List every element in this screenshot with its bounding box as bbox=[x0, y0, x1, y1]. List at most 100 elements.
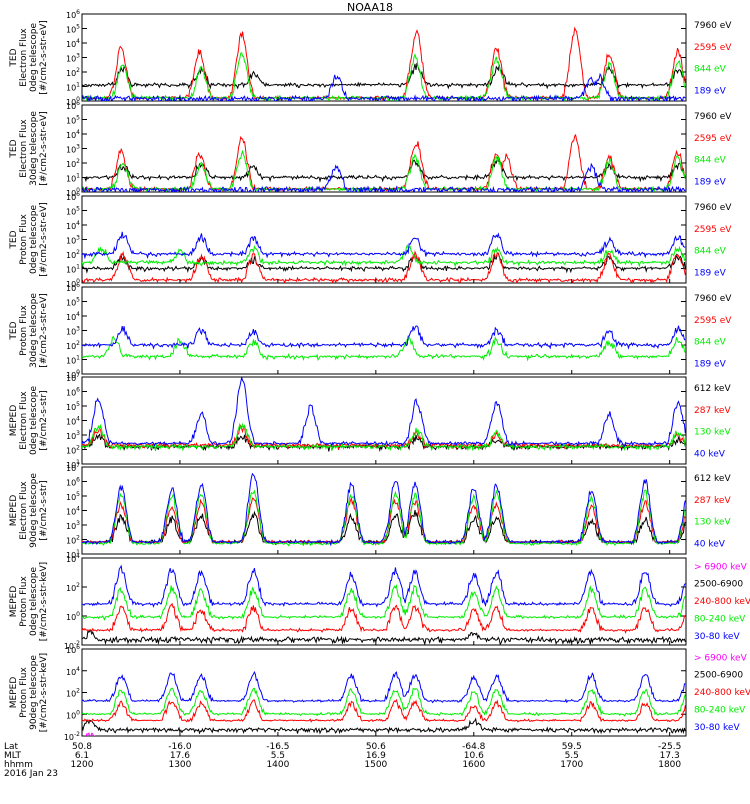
y-tick-label: 106 bbox=[66, 191, 80, 202]
legend-entry: 30-80 keV bbox=[694, 632, 740, 642]
legend-entry: 189 eV bbox=[694, 86, 727, 96]
y-tick-label: 105 bbox=[66, 115, 80, 126]
series-7960-ev-line bbox=[82, 252, 686, 274]
y-tick-label: 105 bbox=[66, 401, 80, 412]
legend-entry: 844 eV bbox=[694, 338, 727, 348]
y-tick-label: 107 bbox=[66, 372, 80, 383]
x-tick-label: 50.8 bbox=[72, 742, 92, 752]
series-130-kev-line bbox=[82, 422, 686, 452]
series-group bbox=[82, 377, 686, 452]
y-tick-label: 102 bbox=[66, 67, 80, 78]
y-tick-label: 104 bbox=[66, 553, 80, 564]
panel-6: 101 102 103 104 105 106 107 MEPEDElectron Flux9… bbox=[9, 462, 731, 560]
panel-5: 101 102 103 104 105 106 107 MEPEDElectron Flux0… bbox=[9, 372, 731, 470]
legend-entry: 240-800 keV bbox=[694, 597, 750, 607]
series-2595-ev-line bbox=[82, 133, 686, 192]
legend-entry: 189 eV bbox=[694, 177, 727, 187]
y-tick-label: 104 bbox=[66, 220, 80, 231]
plot-frame bbox=[81, 104, 687, 193]
y-tick-label: 100 bbox=[66, 278, 80, 289]
legend-entry: 844 eV bbox=[694, 65, 727, 75]
x-tick-label: 1400 bbox=[266, 760, 289, 770]
y-tick-label: 106 bbox=[66, 9, 80, 20]
y-axis-label: TEDProton Flux0deg telescope[#/cm2-s-str… bbox=[9, 202, 49, 277]
y-tick-label: 105 bbox=[66, 491, 80, 502]
y-tick-label: 106 bbox=[66, 644, 80, 655]
y-tick-label: 101 bbox=[66, 82, 80, 93]
y-tick-label: 102 bbox=[66, 249, 80, 260]
y-tick-label: 103 bbox=[66, 520, 80, 531]
legend-entry: 612 keV bbox=[694, 384, 731, 394]
legend-entry: 80-240 keV bbox=[694, 615, 746, 625]
x-tick-label: 17.6 bbox=[170, 751, 190, 761]
series-2595-ev-line bbox=[82, 250, 686, 283]
series-240-800-kev-line bbox=[82, 602, 686, 634]
x-tick-label: -25.5 bbox=[658, 742, 681, 752]
x-tick-label: 1200 bbox=[71, 760, 94, 770]
legend-entry: 189 eV bbox=[694, 268, 727, 278]
series-189-ev-line bbox=[82, 231, 686, 260]
legend-entry: > 6900 keV bbox=[694, 653, 748, 663]
series-group bbox=[82, 670, 686, 736]
series-group bbox=[82, 564, 686, 645]
x-tick-label: 50.6 bbox=[366, 742, 386, 752]
y-tick-label: 101 bbox=[66, 264, 80, 275]
panel-4: 100 101 102 103 104 105 106 TEDProton Flux30deg… bbox=[9, 282, 732, 380]
plot-frame bbox=[81, 557, 687, 646]
y-tick-label: 103 bbox=[66, 53, 80, 64]
plot-frame bbox=[81, 648, 687, 737]
y-tick-label: 106 bbox=[66, 477, 80, 488]
legend-entry: 844 eV bbox=[694, 156, 727, 166]
series-189-ev-line bbox=[82, 72, 686, 101]
x-tick-label: -16.0 bbox=[168, 742, 192, 752]
legend: > 6900 keV 2500-6900 240-800 keV 80-240 keV… bbox=[694, 562, 750, 642]
series-30-80-kev-line bbox=[82, 670, 686, 704]
plot-frame bbox=[81, 286, 687, 375]
legend: 612 keV 287 keV 130 keV 40 keV bbox=[694, 474, 731, 549]
y-tick-label: 105 bbox=[66, 297, 80, 308]
series-group bbox=[82, 26, 686, 101]
legend: 612 keV 287 keV 130 keV 40 keV bbox=[694, 384, 731, 459]
y-axis-label: MEPEDProton Flux0deg telescope[#/cm2-s-s… bbox=[9, 562, 49, 641]
legend-entry: 7960 eV bbox=[694, 294, 732, 304]
y-tick-label: 106 bbox=[66, 100, 80, 111]
y-tick-label: 10-2 bbox=[64, 640, 80, 651]
series-2595-ev-line bbox=[82, 26, 686, 101]
legend-entry: 287 keV bbox=[694, 496, 731, 506]
legend-entry: 287 keV bbox=[694, 406, 731, 416]
panels: 100 101 102 103 104 105 106 TEDElectron Flux0de… bbox=[9, 9, 750, 742]
x-tick-label: 1300 bbox=[168, 760, 191, 770]
y-tick-label: 104 bbox=[66, 416, 80, 427]
legend-entry: 2595 eV bbox=[694, 316, 732, 326]
legend-entry: 7960 eV bbox=[694, 112, 732, 122]
series-80-240-kev-line bbox=[82, 583, 686, 621]
legend-entry: 40 keV bbox=[694, 449, 726, 459]
legend-entry: 30-80 keV bbox=[694, 723, 740, 733]
footer-axis: 50.86.11200-16.017.61300-16.55.5140050.6… bbox=[4, 97, 681, 779]
panel-1: 100 101 102 103 104 105 106 TEDElectron Flux0de… bbox=[9, 9, 732, 107]
y-tick-label: 101 bbox=[66, 355, 80, 366]
y-tick-label: 104 bbox=[66, 666, 80, 677]
footer-date: 2016 Jan 23 bbox=[4, 769, 58, 779]
y-tick-label: 106 bbox=[66, 282, 80, 293]
x-tick-label: -64.8 bbox=[462, 742, 486, 752]
plot-frame bbox=[81, 13, 687, 102]
y-tick-label: 104 bbox=[66, 38, 80, 49]
y-axis-label: TEDProton Flux30deg telescope[#/cm2-s-st… bbox=[9, 293, 49, 368]
legend-entry: 130 keV bbox=[694, 518, 731, 528]
series-7960-ev-line bbox=[82, 62, 686, 90]
panel-3: 100 101 102 103 104 105 106 TEDProton Flux0deg … bbox=[9, 191, 732, 289]
y-tick-label: 10-2 bbox=[64, 731, 80, 742]
x-tick-label: 10.6 bbox=[464, 751, 484, 761]
y-tick-label: 100 bbox=[66, 187, 80, 198]
x-tick-label: 1700 bbox=[560, 760, 583, 770]
y-tick-label: 102 bbox=[66, 158, 80, 169]
legend: 7960 eV 2595 eV 844 eV 189 eV bbox=[694, 294, 732, 369]
footer-row-label: Lat bbox=[4, 742, 19, 752]
series-group bbox=[82, 231, 686, 283]
series-group bbox=[82, 472, 686, 547]
legend-entry: 612 keV bbox=[694, 474, 731, 484]
x-tick-label: 5.5 bbox=[271, 751, 285, 761]
y-tick-label: 100 bbox=[66, 611, 80, 622]
